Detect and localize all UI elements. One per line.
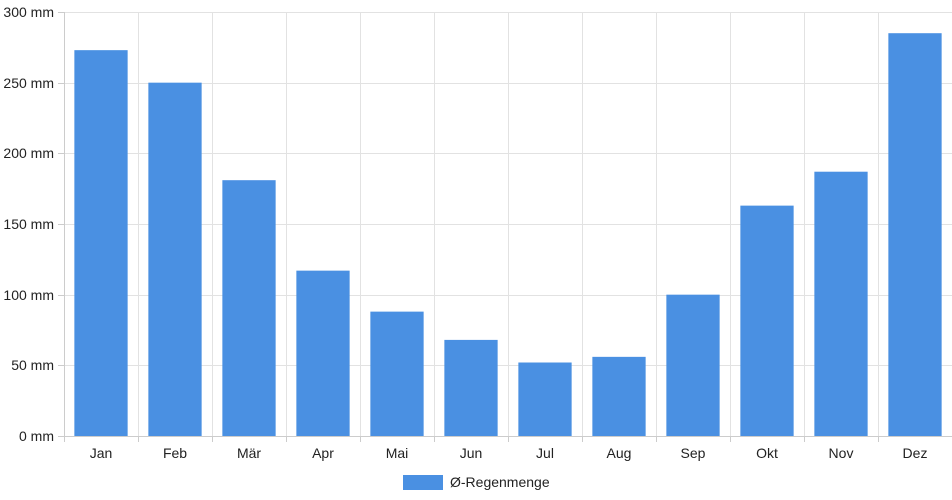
y-tick-label: 100 mm bbox=[3, 287, 54, 303]
bar-mai bbox=[370, 311, 424, 436]
x-tick-label: Jul bbox=[536, 445, 554, 461]
axes bbox=[58, 12, 952, 442]
y-tick-label: 0 mm bbox=[19, 428, 54, 444]
x-tick-label: Sep bbox=[681, 445, 706, 461]
x-tick-label: Dez bbox=[903, 445, 928, 461]
bar-okt bbox=[740, 205, 794, 436]
legend-swatch bbox=[403, 475, 443, 490]
x-tick-label: Okt bbox=[756, 445, 778, 461]
y-tick-label: 50 mm bbox=[11, 357, 54, 373]
legend-label: Ø-Regenmenge bbox=[450, 474, 550, 490]
bar-jun bbox=[444, 339, 498, 436]
bar-feb bbox=[148, 82, 202, 437]
bar-apr bbox=[296, 270, 350, 436]
bar-nov bbox=[814, 171, 868, 436]
x-tick-label: Nov bbox=[829, 445, 854, 461]
y-tick-labels: 0 mm 50 mm 100 mm 150 mm 200 mm 250 mm 300 mm bbox=[3, 4, 54, 444]
grid-lines bbox=[64, 12, 952, 436]
y-tick-label: 200 mm bbox=[3, 145, 54, 161]
bar-mär bbox=[222, 180, 276, 436]
x-tick-labels: Jan Feb Mär Apr Mai Jun Jul Aug Sep Okt Nov Dez bbox=[90, 445, 928, 461]
y-tick-label: 300 mm bbox=[3, 4, 54, 20]
bar-dez bbox=[888, 33, 942, 436]
x-tick-label: Mär bbox=[237, 445, 261, 461]
y-tick-label: 250 mm bbox=[3, 75, 54, 91]
legend: Ø-Regenmenge bbox=[403, 474, 550, 490]
bar-jan bbox=[74, 50, 128, 436]
x-tick-label: Feb bbox=[163, 445, 187, 461]
x-tick-label: Apr bbox=[312, 445, 334, 461]
x-tick-label: Jan bbox=[90, 445, 113, 461]
bar-aug bbox=[592, 356, 646, 436]
bar-sep bbox=[666, 294, 720, 436]
x-tick-label: Mai bbox=[386, 445, 409, 461]
x-tick-label: Aug bbox=[607, 445, 632, 461]
y-tick-label: 150 mm bbox=[3, 216, 54, 232]
bars bbox=[74, 33, 942, 437]
bar-jul bbox=[518, 362, 572, 436]
x-tick-label: Jun bbox=[460, 445, 483, 461]
